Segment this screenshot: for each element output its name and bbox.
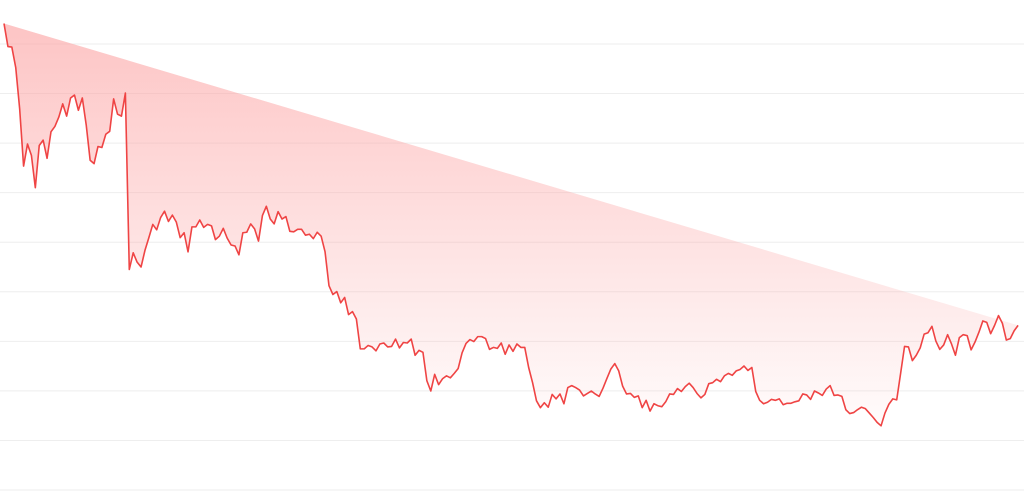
series-area <box>4 23 1019 426</box>
series-line <box>3 23 1019 427</box>
series-layer <box>3 23 1019 427</box>
